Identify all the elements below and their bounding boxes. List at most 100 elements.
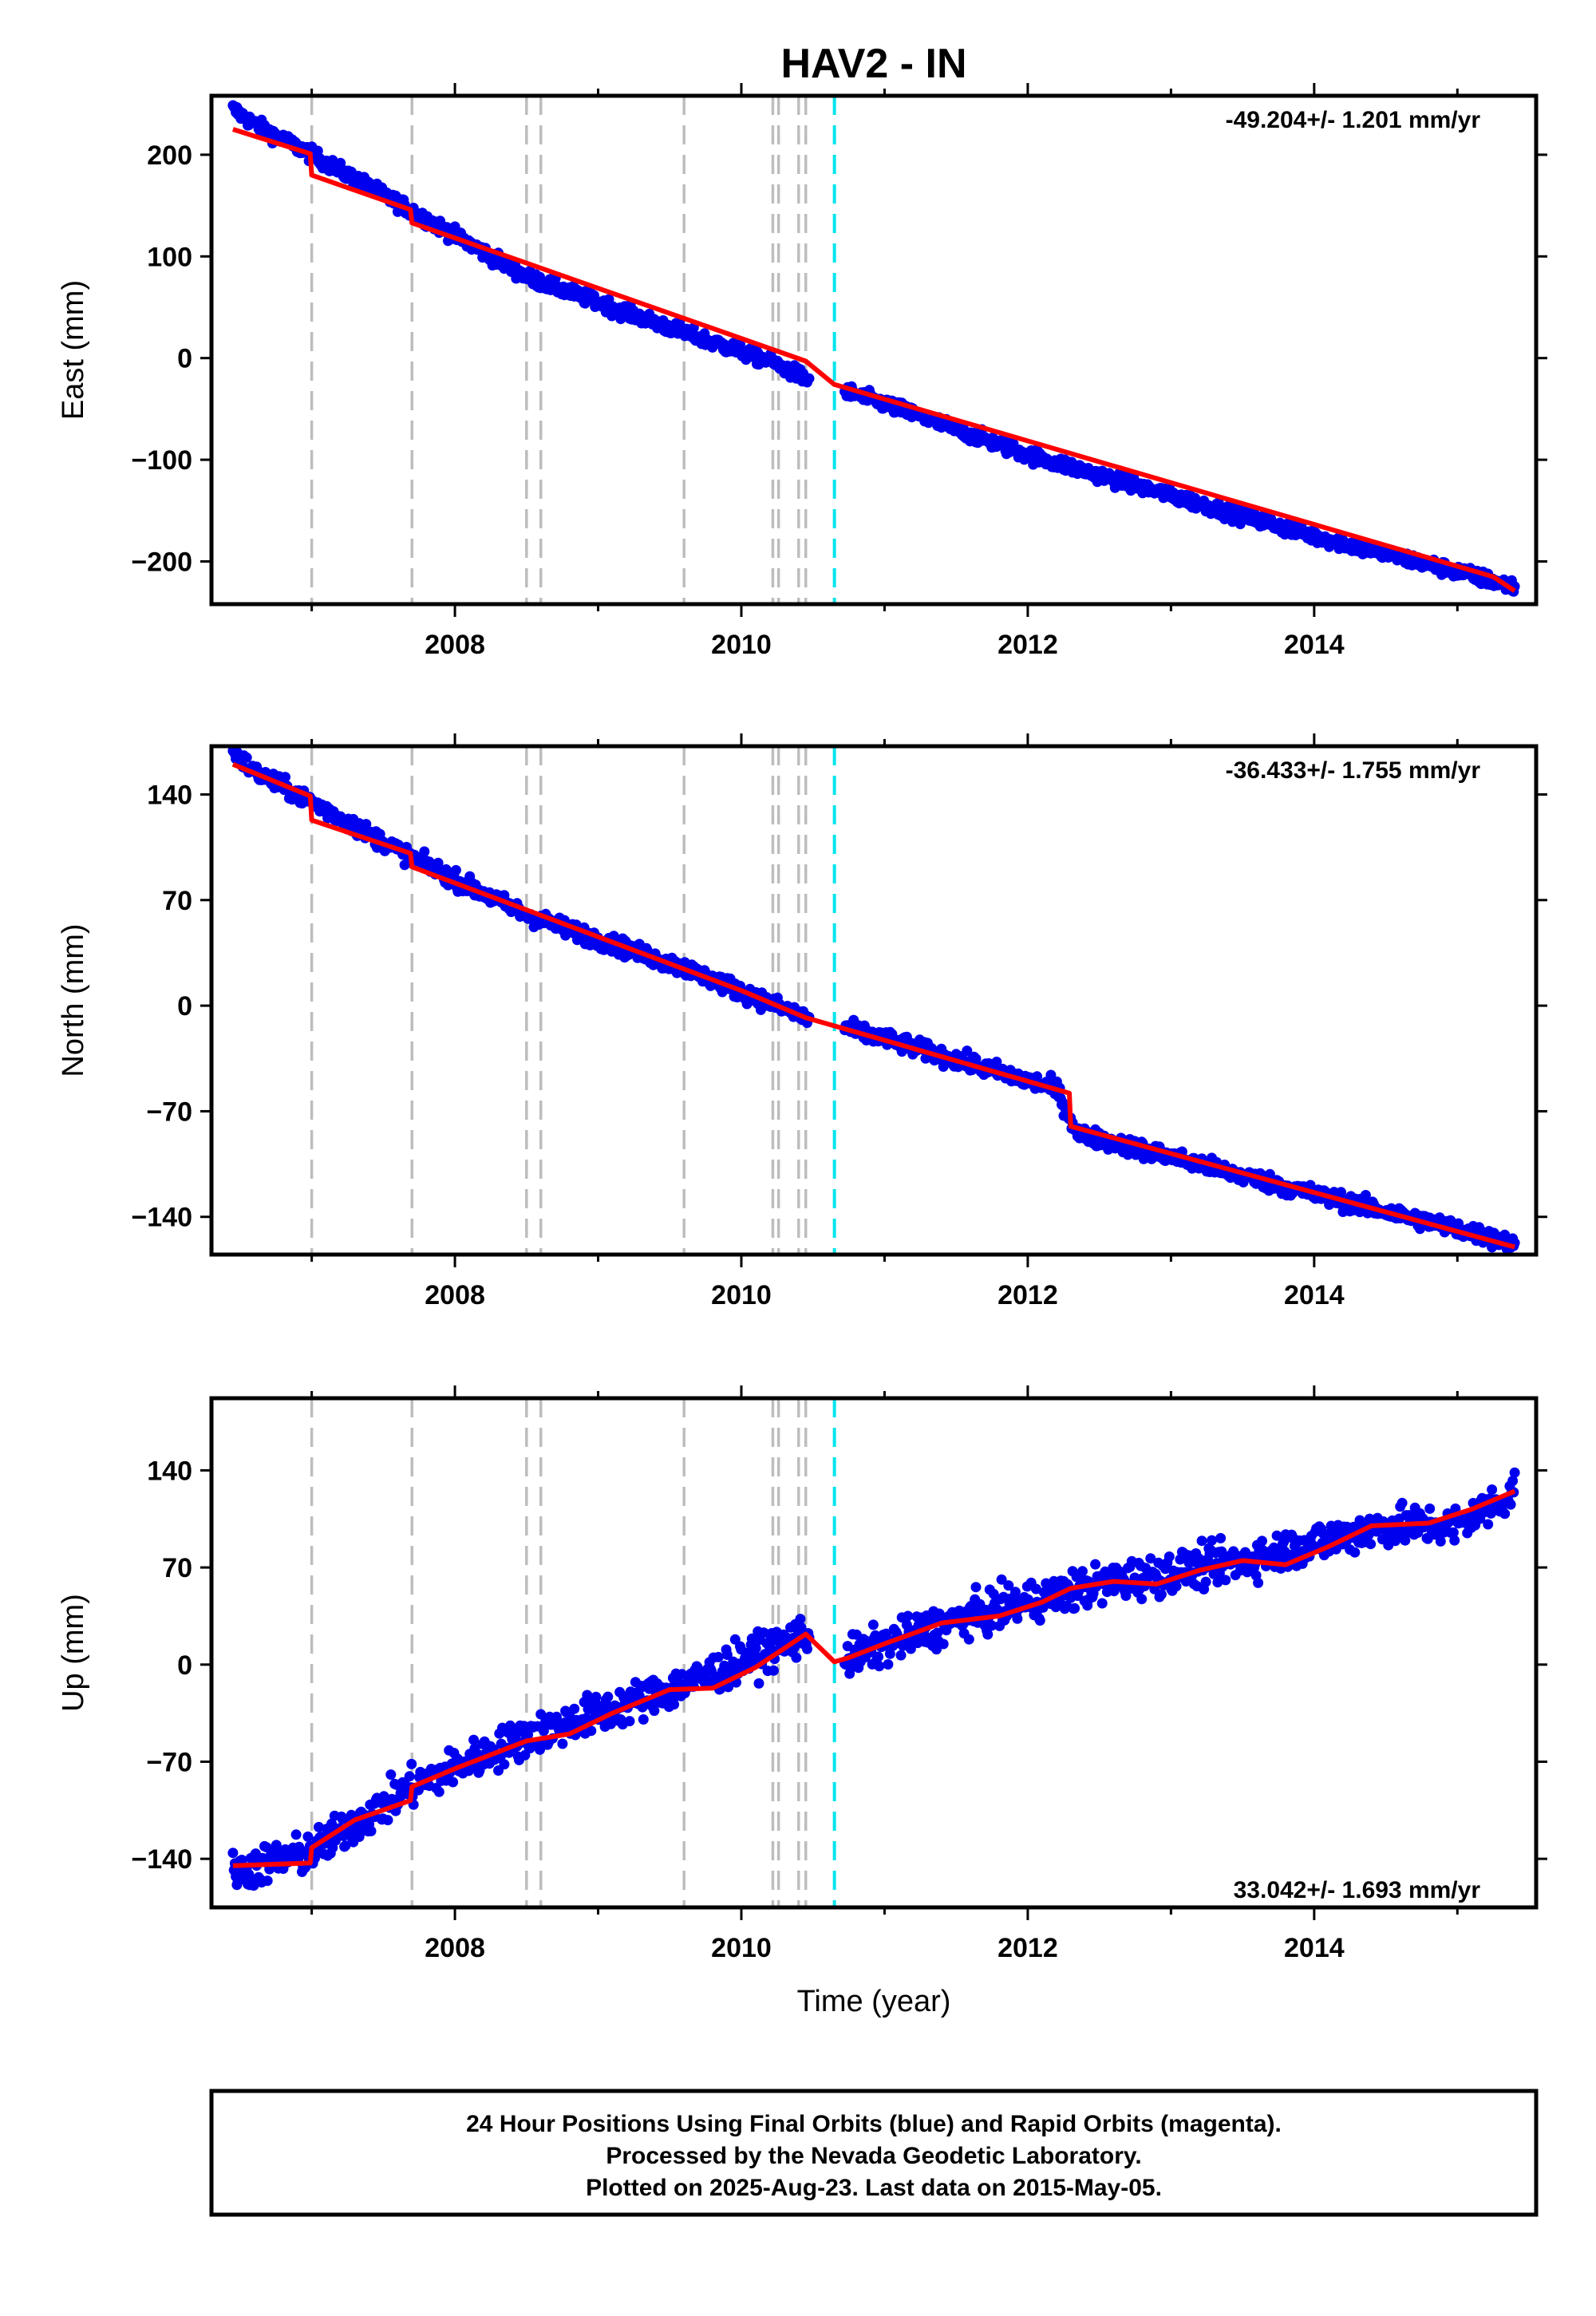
footer-line-1: 24 Hour Positions Using Final Orbits (bl… — [466, 2111, 1282, 2137]
north-observations — [227, 746, 1520, 1255]
east-xtick-label: 2014 — [1284, 630, 1345, 660]
up-data-point — [365, 1825, 377, 1836]
east-observations — [227, 100, 1520, 597]
up-data-point — [1448, 1527, 1459, 1538]
east-data-point — [804, 373, 815, 384]
up-xtick-label: 2010 — [711, 1933, 772, 1963]
up-data-point — [1030, 1583, 1041, 1595]
up-data-point — [1483, 1519, 1494, 1530]
up-data-point — [867, 1619, 879, 1630]
east-xtick-label: 2008 — [425, 630, 485, 660]
north-xtick-label: 2008 — [425, 1280, 485, 1310]
north-data-point — [241, 752, 252, 763]
up-data-point — [938, 1638, 949, 1650]
up-data-point — [1200, 1576, 1211, 1587]
up-data-point — [248, 1880, 259, 1891]
up-data-point — [1120, 1591, 1132, 1601]
up-data-point — [1499, 1508, 1511, 1520]
up-data-point — [1212, 1577, 1223, 1588]
north-data-point — [1453, 1218, 1464, 1229]
up-data-point — [448, 1777, 459, 1788]
up-data-point — [1090, 1559, 1101, 1570]
up-data-point — [874, 1661, 885, 1672]
north-data-point — [962, 1045, 973, 1057]
up-data-point — [1449, 1535, 1460, 1546]
up-xtick-label: 2014 — [1284, 1933, 1345, 1963]
up-data-point — [227, 1848, 239, 1859]
east-panel: −200 −100 0 100 200 2008 2010 2012 2014 East (mm)… — [57, 83, 1547, 660]
east-ytick-label: 0 — [177, 344, 192, 374]
up-data-point — [404, 1771, 415, 1782]
up-data-point — [1009, 1587, 1021, 1598]
up-data-point — [1505, 1499, 1516, 1510]
up-data-point — [750, 1642, 761, 1654]
north-ytick-label: −70 — [146, 1097, 192, 1127]
up-data-point — [1220, 1575, 1231, 1586]
up-data-point — [1096, 1598, 1108, 1609]
up-data-point — [1077, 1566, 1088, 1577]
up-data-point — [302, 1831, 314, 1842]
up-data-point — [638, 1714, 649, 1725]
up-data-point — [1507, 1476, 1519, 1486]
north-data-point — [419, 846, 430, 857]
up-panel: −140 −70 0 70 140 2008 2010 2012 2014 Up (mm) 33.0… — [57, 1385, 1547, 1963]
north-data-point — [1360, 1190, 1371, 1200]
up-data-point — [523, 1729, 534, 1741]
up-data-point — [1435, 1535, 1446, 1547]
up-data-point — [1257, 1535, 1267, 1547]
up-data-point — [569, 1703, 580, 1714]
north-xtick-label: 2012 — [998, 1280, 1058, 1310]
up-observations — [227, 1467, 1520, 1891]
up-data-point — [669, 1699, 680, 1710]
up-data-point — [1136, 1594, 1148, 1605]
up-ytick-label: 70 — [162, 1553, 192, 1583]
north-data-point — [970, 1053, 982, 1065]
up-data-point — [996, 1574, 1007, 1585]
up-frame — [209, 1396, 1539, 1910]
up-data-point — [271, 1840, 282, 1851]
north-xtick-label: 2014 — [1284, 1280, 1345, 1310]
up-data-point — [1145, 1553, 1156, 1564]
up-data-point — [1163, 1551, 1175, 1562]
up-xtick-label: 2008 — [425, 1933, 485, 1963]
up-data-point — [1349, 1547, 1361, 1558]
up-data-point — [1509, 1467, 1520, 1478]
up-data-point — [884, 1648, 895, 1659]
up-data-point — [557, 1738, 568, 1749]
up-data-point — [932, 1627, 943, 1638]
up-data-point — [586, 1725, 597, 1737]
up-ytick-label: 0 — [177, 1650, 192, 1681]
footer-line-2: Processed by the Nevada Geodetic Laborat… — [606, 2143, 1141, 2169]
up-data-point — [721, 1650, 733, 1660]
east-ytick-label: −200 — [131, 547, 192, 577]
up-data-point — [1207, 1535, 1217, 1546]
up-data-point — [1215, 1532, 1227, 1543]
figure-title: HAV2 - IN — [780, 41, 966, 87]
east-y-axis-label: East (mm) — [57, 280, 90, 420]
north-ytick-label: 0 — [177, 991, 192, 1022]
up-data-point — [262, 1875, 273, 1887]
north-xtick-label: 2010 — [711, 1280, 772, 1310]
up-data-point — [982, 1629, 994, 1640]
east-ytick-label: −100 — [131, 445, 192, 476]
up-data-point — [1400, 1535, 1411, 1546]
up-data-point — [1396, 1497, 1408, 1508]
up-data-point — [314, 1821, 324, 1832]
up-data-point — [1196, 1535, 1207, 1547]
north-ytick-label: 70 — [162, 886, 192, 916]
east-xtick-label: 2012 — [998, 630, 1058, 660]
up-data-point — [1424, 1503, 1436, 1514]
up-data-point — [970, 1582, 982, 1593]
east-model-line — [231, 127, 1516, 593]
east-xtick-label: 2010 — [711, 630, 772, 660]
up-data-point — [624, 1716, 635, 1727]
north-data-point — [450, 864, 461, 875]
north-frame — [209, 744, 1539, 1257]
up-data-point — [1271, 1530, 1282, 1541]
up-data-point — [382, 1815, 393, 1826]
up-ytick-label: −140 — [131, 1844, 192, 1875]
up-data-point — [1171, 1581, 1182, 1592]
up-data-point — [1365, 1539, 1377, 1550]
north-ytick-label: 140 — [147, 780, 192, 810]
